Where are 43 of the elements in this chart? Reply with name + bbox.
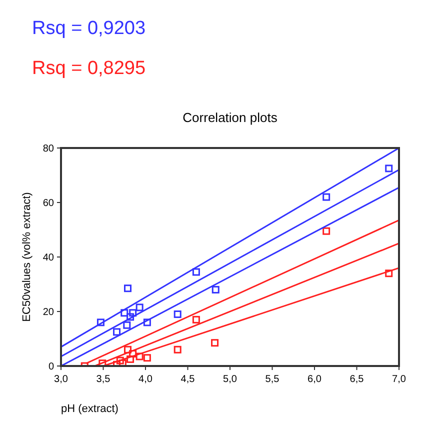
y-tick-label: 80 — [42, 144, 54, 154]
point — [143, 318, 151, 326]
point — [126, 313, 134, 321]
y-tick-label: 60 — [42, 198, 54, 209]
point — [385, 164, 393, 172]
text: Rsq = 0,9203 — [32, 18, 146, 39]
point — [192, 316, 200, 324]
point — [126, 355, 134, 363]
x-axis-title: pH (extract) — [61, 403, 118, 415]
x-tick-label: 4,0 — [138, 374, 153, 385]
x-tick-label: 7,0 — [392, 374, 406, 385]
text: Rsq = 0,8295 — [32, 58, 146, 79]
y-tick-label: 0 — [48, 362, 54, 372]
point — [129, 309, 137, 317]
chart-title: Correlation plots — [182, 110, 278, 125]
point — [192, 268, 200, 276]
x-tick-label: 5,5 — [265, 374, 280, 385]
point — [322, 193, 330, 201]
point — [136, 304, 144, 312]
x-tick-label: 6,0 — [308, 374, 322, 385]
point — [113, 328, 121, 336]
point — [120, 309, 128, 317]
y-axis-title: EC50values (vol% extract) — [21, 192, 33, 322]
point — [385, 270, 393, 278]
point — [136, 352, 144, 360]
y-tick-label: 20 — [42, 307, 54, 318]
x-tick-label: 4,5 — [180, 374, 196, 385]
y-tick-label: 40 — [42, 252, 54, 264]
x-tick-label: 3,0 — [54, 374, 68, 385]
point — [174, 310, 182, 318]
point — [212, 286, 220, 294]
point — [124, 346, 132, 354]
point — [96, 318, 104, 326]
x-tick-label: 6,5 — [350, 374, 364, 385]
point — [123, 321, 131, 329]
point — [116, 356, 124, 364]
point — [211, 339, 219, 347]
x-tick-label: 5,0 — [223, 374, 238, 385]
point — [322, 227, 330, 235]
x-tick-label: 3,5 — [96, 374, 111, 385]
point — [174, 346, 182, 354]
point — [124, 284, 132, 292]
point — [143, 354, 151, 362]
